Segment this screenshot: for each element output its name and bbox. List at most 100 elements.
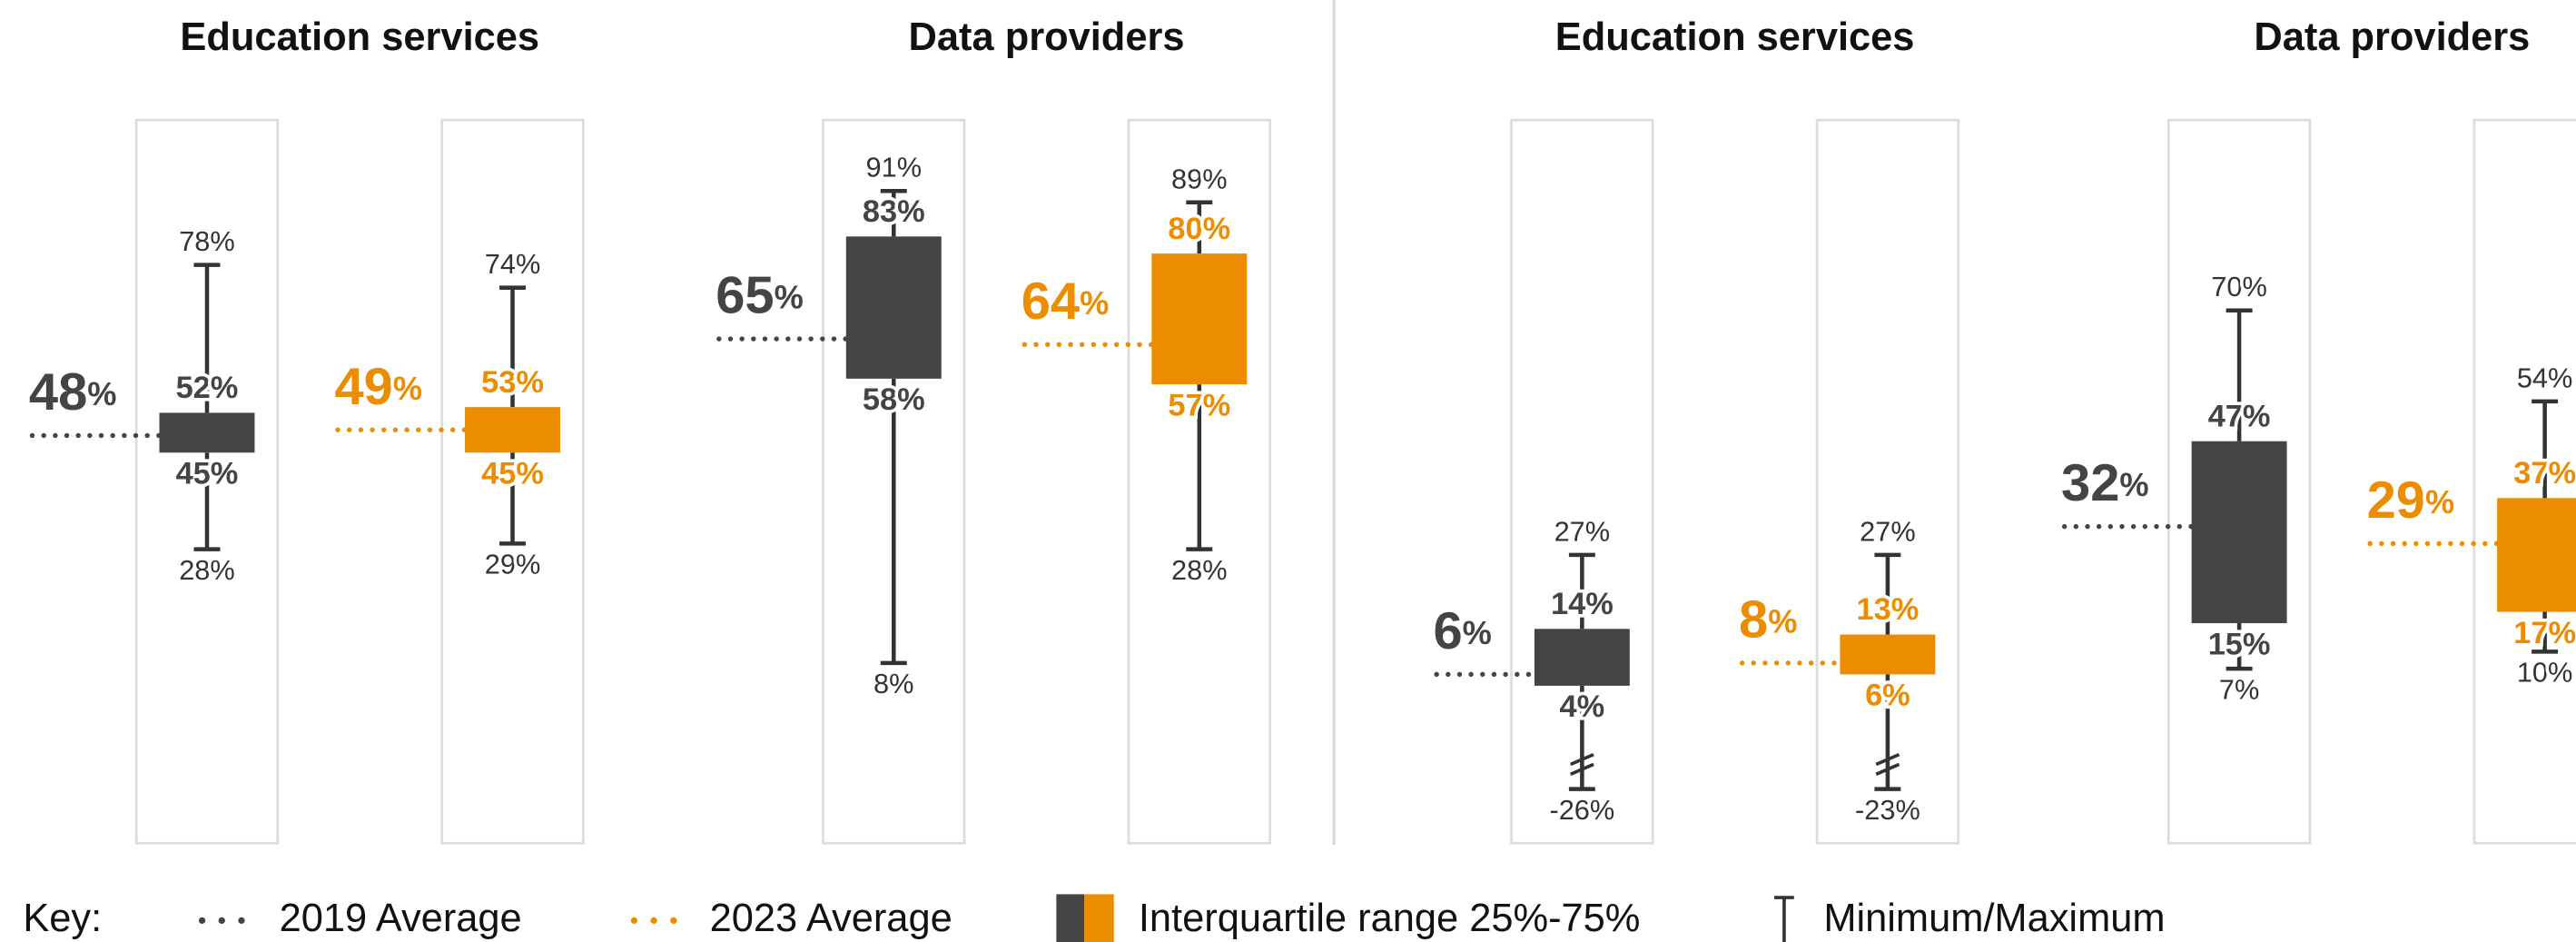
min-label: 10% (2517, 657, 2573, 689)
label-value: 80 (1168, 212, 1202, 246)
label-value: 49 (334, 358, 392, 416)
average-label: 65% (716, 267, 804, 325)
box (159, 412, 255, 453)
max-label: 74% (485, 248, 541, 280)
axis-break (1569, 752, 1594, 767)
label-unit: % (87, 375, 116, 412)
q1-label: 4% (1560, 689, 1605, 724)
label-unit: % (393, 369, 422, 406)
label-value: -23 (1855, 794, 1895, 826)
label-unit: % (1890, 516, 1915, 548)
max-label: 91% (865, 152, 922, 183)
panel-frame (2166, 118, 2312, 845)
label-unit: % (1203, 212, 1231, 246)
label-unit: % (210, 554, 234, 586)
label-value: 8 (873, 668, 889, 699)
label-unit: % (516, 248, 540, 280)
label-value: 52 (176, 371, 211, 405)
average-label: 32% (2061, 454, 2149, 512)
label-unit: % (2119, 466, 2148, 503)
key-item: 2019 Average (280, 897, 522, 940)
label-unit: % (889, 668, 913, 699)
label-value: -26 (1549, 794, 1589, 826)
label-unit: % (1891, 592, 1920, 627)
panel-frame (1510, 118, 1654, 845)
q3-label: 14% (1551, 587, 1614, 621)
label-value: 74 (485, 248, 516, 280)
average-label: 6% (1433, 602, 1491, 660)
label-value: 4 (1560, 689, 1577, 724)
min-label: -23% (1855, 794, 1920, 826)
label-value: 28 (1171, 554, 1202, 586)
label-unit: % (211, 371, 239, 405)
group-title: Education services (180, 15, 539, 59)
box (1840, 634, 1936, 675)
q1-label: 57% (1168, 389, 1230, 423)
q1-label: 45% (481, 457, 544, 491)
label-value: 57 (1168, 389, 1202, 423)
label-unit: % (1882, 679, 1910, 713)
label-unit: % (210, 225, 234, 257)
panel-frame (1127, 118, 1271, 845)
label-unit: % (2243, 271, 2267, 302)
average-label: 49% (334, 358, 422, 416)
label-value: 37 (2513, 456, 2548, 491)
label-unit: % (516, 457, 544, 491)
max-label: 89% (1171, 163, 1228, 194)
label-value: 65 (716, 267, 774, 325)
label-value: 14 (1551, 587, 1585, 621)
max-label: 27% (1860, 516, 1916, 548)
average-label: 8% (1739, 591, 1797, 649)
max-label: 70% (2211, 271, 2267, 302)
label-value: 64 (1022, 273, 1080, 331)
label-value: 48 (29, 363, 87, 421)
label-value: 28 (179, 554, 210, 586)
key-item: Minimum/Maximum (1823, 897, 2165, 940)
min-label: 29% (485, 549, 541, 580)
box (1534, 629, 1630, 686)
label-value: 6 (1433, 602, 1462, 660)
q1-label: 6% (1865, 679, 1910, 713)
label-unit: % (897, 152, 922, 183)
min-label: -26% (1549, 794, 1614, 826)
min-label: 28% (1171, 554, 1228, 586)
average-label: 64% (1022, 273, 1110, 331)
label-unit: % (1463, 614, 1492, 651)
label-value: 78 (179, 225, 210, 257)
label-value: 53 (481, 365, 516, 400)
label-unit: % (1080, 283, 1109, 321)
label-value: 47 (2208, 399, 2243, 433)
label-value: 7 (2219, 674, 2235, 706)
label-unit: % (2548, 456, 2576, 491)
label-value: 13 (1857, 592, 1891, 627)
min-label: 28% (179, 554, 235, 586)
label-unit: % (2548, 657, 2572, 689)
label-unit: % (2243, 627, 2271, 661)
panel-frame (2472, 118, 2576, 845)
label-value: 27 (1860, 516, 1890, 548)
q1-label: 15% (2208, 627, 2271, 661)
label-unit: % (1203, 389, 1231, 423)
group-title: Data providers (2254, 15, 2530, 59)
label-value: 45 (176, 457, 211, 491)
label-value: 27 (1554, 516, 1585, 548)
key-item: Interquartile range 25%-75% (1139, 897, 1641, 940)
label-value: 54 (2517, 362, 2548, 393)
label-unit: % (211, 457, 239, 491)
label-unit: % (897, 382, 925, 417)
label-value: 70 (2211, 271, 2242, 302)
box (465, 407, 560, 453)
label-unit: % (516, 365, 544, 400)
label-value: 32 (2061, 454, 2119, 512)
key-swatch (1084, 894, 1114, 942)
label-value: 17 (2513, 616, 2548, 650)
q1-label: 45% (176, 457, 239, 491)
average-label: 48% (29, 363, 117, 421)
panel-frame (134, 118, 280, 845)
key-label: Key: (23, 897, 102, 940)
label-unit: % (1202, 163, 1227, 194)
label-unit: % (2243, 399, 2271, 433)
label-value: 15 (2208, 627, 2243, 661)
min-label: 8% (873, 668, 913, 699)
